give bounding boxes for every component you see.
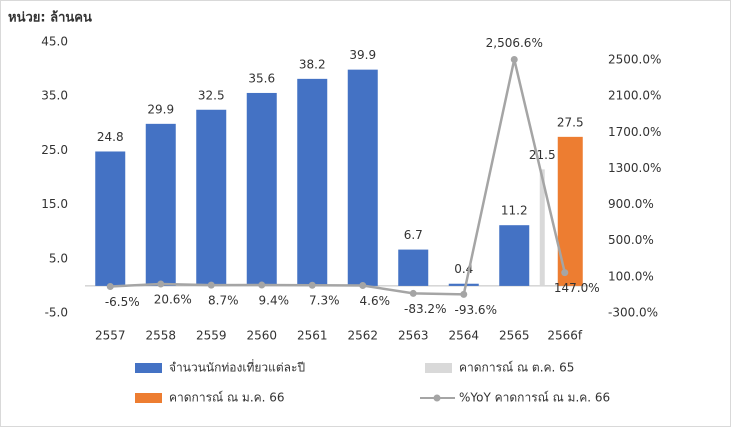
- x-tick-label: 2562: [347, 329, 378, 343]
- x-tick-label: 2559: [196, 329, 227, 343]
- yoy-point: [106, 282, 114, 290]
- y2-tick-label: 100.0%: [608, 269, 654, 283]
- bar-value-label: 27.5: [557, 115, 584, 129]
- yoy-point: [157, 280, 165, 288]
- yoy-point: [258, 281, 266, 289]
- bar: [196, 109, 227, 286]
- y-tick-label: 5.0: [49, 251, 68, 265]
- y2-tick-label: 1700.0%: [608, 125, 661, 139]
- bar-value-label: 32.5: [198, 88, 225, 102]
- yoy-point: [207, 281, 215, 289]
- bar: [539, 169, 545, 286]
- bar: [448, 283, 479, 286]
- yoy-value-label: 7.3%: [309, 294, 340, 308]
- bar: [398, 249, 429, 286]
- yoy-value-label: 147.0%: [554, 281, 600, 295]
- x-tick-label: 2566f: [547, 329, 583, 343]
- x-tick-label: 2560: [246, 329, 277, 343]
- bar: [246, 92, 277, 286]
- yoy-value-label: 20.6%: [154, 293, 192, 307]
- yoy-value-label: 8.7%: [208, 294, 239, 308]
- legend-swatch: [135, 393, 162, 403]
- legend-label: %YoY คาดการณ์ ณ ม.ค. 66: [459, 391, 610, 405]
- yoy-line: [110, 59, 566, 296]
- y2-tick-label: -300.0%: [608, 306, 658, 320]
- bar: [297, 78, 328, 286]
- x-tick-label: 2557: [95, 329, 126, 343]
- yoy-point: [561, 269, 569, 277]
- yoy-point: [308, 281, 316, 289]
- legend-swatch: [135, 363, 162, 373]
- bar-value-label: 38.2: [299, 57, 326, 71]
- bar-value-label: 35.6: [248, 71, 275, 85]
- y-tick-label: 45.0: [41, 35, 68, 49]
- y-tick-label: 25.0: [41, 143, 68, 157]
- yoy-value-label: 4.6%: [360, 294, 391, 308]
- y-tick-label: 35.0: [41, 89, 68, 103]
- y2-tick-label: 2100.0%: [608, 89, 661, 103]
- y2-tick-label: 500.0%: [608, 233, 654, 247]
- bar: [95, 151, 126, 286]
- yoy-value-label: -93.6%: [455, 303, 497, 317]
- x-tick-label: 2558: [145, 329, 176, 343]
- bar-value-label: 11.2: [501, 204, 528, 218]
- yoy-point: [510, 55, 518, 63]
- yoy-point: [409, 289, 417, 297]
- x-tick-label: 2565: [499, 329, 530, 343]
- y2-tick-label: 2500.0%: [608, 53, 661, 67]
- yoy-value-label: -6.5%: [105, 295, 140, 309]
- y-tick-label: 15.0: [41, 197, 68, 211]
- unit-label: หน่วย: ล้านคน: [8, 10, 92, 26]
- bar-value-label: 39.9: [349, 48, 376, 62]
- x-tick-label: 2563: [398, 329, 429, 343]
- bar-value-label: 6.7: [404, 228, 423, 242]
- legend-point: [433, 394, 441, 402]
- x-tick-label: 2561: [297, 329, 328, 343]
- bar-value-label: 24.8: [97, 130, 124, 144]
- y2-tick-label: 900.0%: [608, 197, 654, 211]
- yoy-value-label: 9.4%: [259, 294, 290, 308]
- y2-tick-label: 1300.0%: [608, 161, 661, 175]
- bar-value-label: 21.5: [529, 148, 556, 162]
- bar: [145, 123, 176, 286]
- bar: [347, 69, 378, 286]
- legend-swatch: [425, 363, 452, 373]
- bar: [499, 225, 530, 286]
- legend-label: คาดการณ์ ณ ม.ค. 66: [169, 391, 285, 405]
- legend-label: คาดการณ์ ณ ต.ค. 65: [459, 361, 574, 375]
- yoy-point: [359, 281, 367, 289]
- yoy-value-label: 2,506.6%: [486, 36, 543, 50]
- bar-value-label: 29.9: [147, 102, 174, 116]
- x-tick-label: 2564: [448, 329, 479, 343]
- yoy-point: [460, 290, 468, 298]
- yoy-value-label: -83.2%: [404, 302, 446, 316]
- legend-label: จำนวนนักท่องเที่ยวแต่ละปี: [169, 359, 305, 375]
- y-tick-label: -5.0: [45, 306, 68, 320]
